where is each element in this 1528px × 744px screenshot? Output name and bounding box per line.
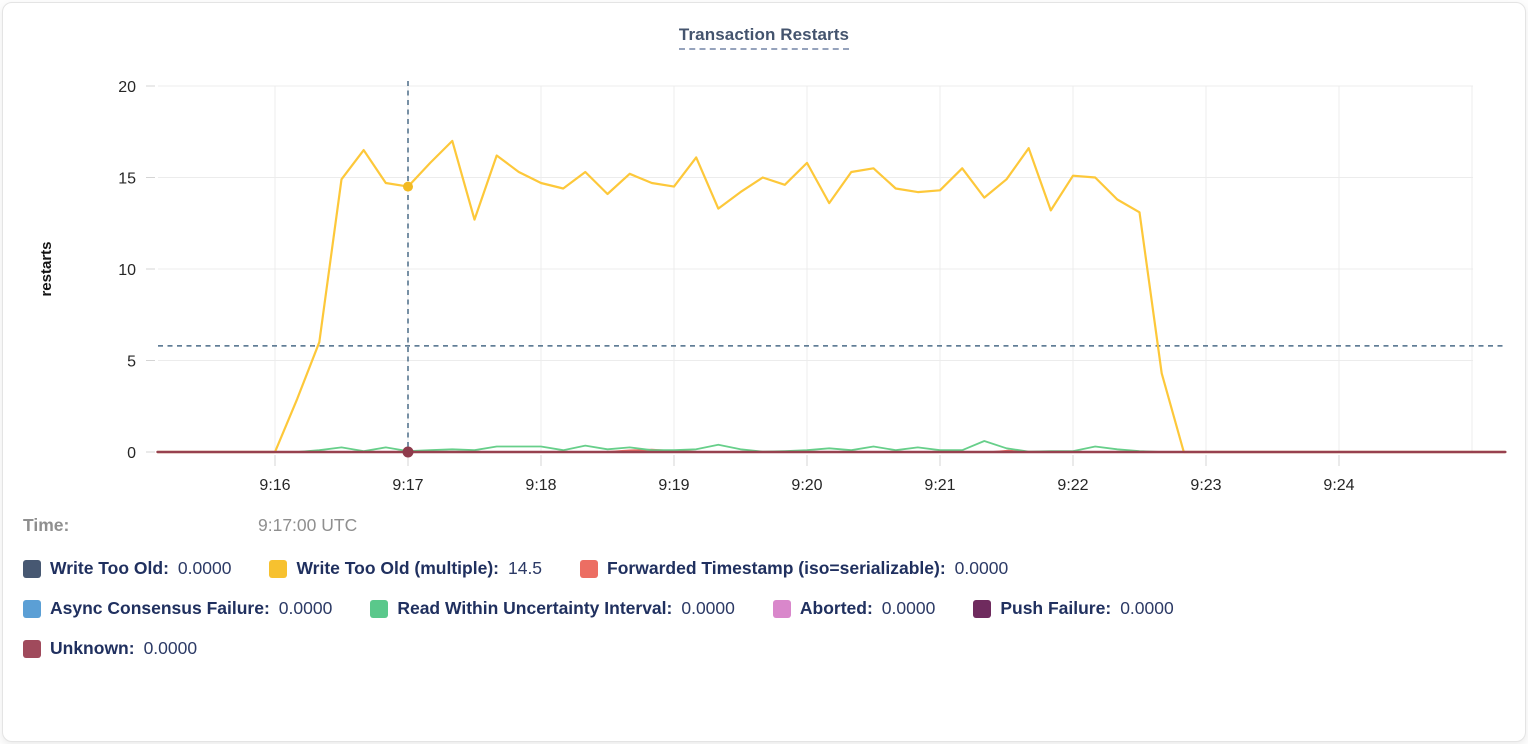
legend-row: Unknown: 0.0000 — [23, 638, 1525, 659]
legend-label: Write Too Old (multiple): — [296, 558, 499, 578]
series-line — [156, 440, 1507, 453]
chart-title-text[interactable]: Transaction Restarts — [678, 25, 850, 50]
y-tick-label: 20 — [118, 79, 136, 96]
legend-value: 0.0000 — [681, 598, 735, 618]
legend-label: Write Too Old: — [50, 558, 169, 578]
legend-swatch — [973, 599, 992, 618]
time-label: Time: — [23, 515, 70, 535]
legend-item: Async Consensus Failure: 0.0000 — [23, 598, 332, 619]
legend-label: Aborted: — [799, 598, 873, 618]
legend-swatch — [23, 639, 41, 658]
legend-row: Write Too Old: 0.0000 Write Too Old (multi… — [23, 558, 1525, 579]
x-tick-label: 9:24 — [1323, 477, 1354, 494]
legend-value: 0.0000 — [177, 558, 232, 578]
y-axis-label: restarts — [38, 241, 55, 296]
y-tick-label: 5 — [127, 354, 136, 371]
y-tick-label: 0 — [127, 445, 136, 462]
x-tick-label: 9:17 — [392, 477, 423, 494]
hover-time-row: Time: 9:17:00 UTC — [23, 515, 1525, 536]
legend-value: 0.0000 — [881, 598, 936, 618]
x-tick-label: 9:23 — [1190, 477, 1221, 494]
transaction-restarts-chart: Transaction Restarts 0 5 10 15 20 9:16 9:17 9:1… — [3, 3, 1525, 503]
legend-value: 14.5 — [507, 558, 543, 578]
legend-label: Push Failure: — [1000, 598, 1112, 618]
y-tick-label: 10 — [118, 262, 136, 279]
legend-swatch — [23, 559, 41, 578]
x-tick-label: 9:22 — [1057, 477, 1088, 494]
legend-label: Read Within Uncertainty Interval: — [397, 598, 673, 618]
series-line — [156, 139, 1507, 454]
legend-item: Forwarded Timestamp (iso=serializable): 0… — [580, 558, 1008, 579]
hover-point-marker — [402, 446, 414, 458]
chart-title: Transaction Restarts — [3, 25, 1525, 50]
legend-row: Async Consensus Failure: 0.0000 Read Withi… — [23, 598, 1525, 619]
legend-item: Read Within Uncertainty Interval: 0.0000 — [370, 598, 735, 619]
legend-item: Write Too Old: 0.0000 — [23, 558, 231, 579]
legend-value: 0.0000 — [954, 558, 1009, 578]
chart-plot-area[interactable]: 0 5 10 15 20 9:16 9:17 9:18 9:19 9:20 9:21 9:22 9:23… — [3, 3, 1525, 503]
x-tick-label: 9:21 — [924, 477, 955, 494]
legend-item: Write Too Old (multiple): 14.5 — [269, 558, 542, 579]
legend-swatch — [370, 599, 389, 618]
hover-point-marker — [403, 181, 413, 192]
legend-swatch — [269, 559, 288, 578]
time-value: 9:17:00 UTC — [258, 515, 358, 535]
legend-swatch — [772, 599, 791, 618]
x-tick-label: 9:20 — [791, 477, 822, 494]
legend-label: Forwarded Timestamp (iso=serializable): — [607, 558, 946, 578]
legend-value: 0.0000 — [143, 638, 198, 658]
legend-item: Push Failure: 0.0000 — [973, 598, 1174, 619]
legend-value: 0.0000 — [1120, 598, 1174, 618]
legend-swatch — [23, 599, 41, 618]
legend-item: Unknown: 0.0000 — [23, 638, 197, 659]
y-tick-label: 15 — [118, 171, 136, 188]
x-tick-label: 9:19 — [658, 477, 689, 494]
legend-value: 0.0000 — [278, 598, 333, 618]
legend-label: Async Consensus Failure: — [50, 598, 270, 618]
legend-label: Unknown: — [50, 638, 135, 658]
legend-item: Aborted: 0.0000 — [772, 598, 936, 619]
legend-swatch — [580, 559, 599, 578]
legend: Write Too Old: 0.0000 Write Too Old (multi… — [23, 558, 1525, 659]
x-tick-label: 9:16 — [259, 477, 290, 494]
x-tick-label: 9:18 — [525, 477, 556, 494]
